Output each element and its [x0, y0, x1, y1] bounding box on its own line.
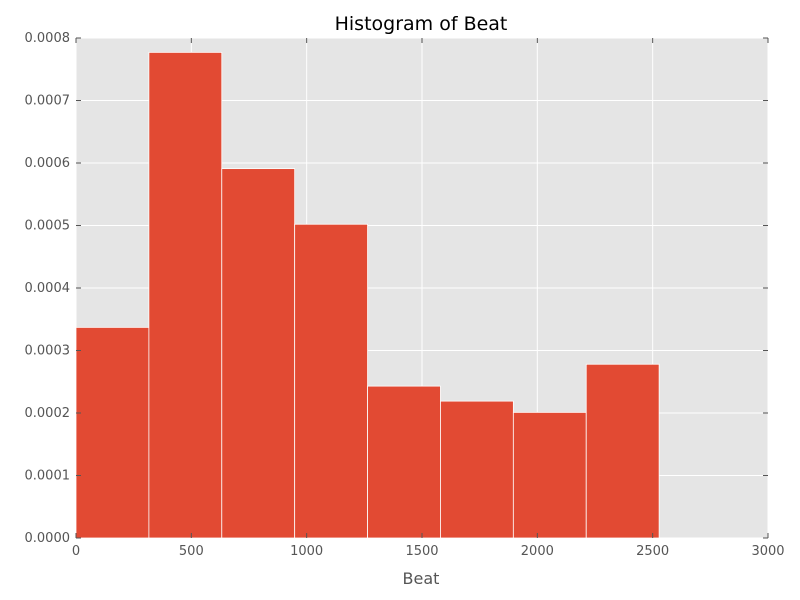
y-tick-label: 0.0003 [25, 344, 71, 359]
chart-title: Histogram of Beat [335, 13, 508, 35]
x-tick-label: 3000 [751, 544, 784, 559]
histogram-bar [148, 51, 223, 539]
x-tick-label: 1000 [290, 544, 323, 559]
x-tick-label: 0 [72, 544, 80, 559]
histogram-bar [221, 168, 296, 539]
y-tick-label: 0.0004 [25, 281, 71, 296]
y-tick-label: 0.0000 [25, 531, 71, 546]
x-tick-label: 1500 [405, 544, 438, 559]
y-tick-label: 0.0005 [25, 219, 71, 234]
x-tick-label: 2500 [636, 544, 669, 559]
y-tick-label: 0.0007 [25, 94, 71, 109]
axis-ticks [75, 37, 769, 539]
histogram-bar [75, 326, 150, 539]
histogram-bar [367, 385, 441, 539]
x-axis-title: Beat [403, 569, 440, 588]
y-tick-label: 0.0008 [25, 31, 71, 46]
x-tick-label: 500 [179, 544, 204, 559]
y-tick-label: 0.0001 [25, 469, 71, 484]
histogram-bar [585, 363, 660, 539]
tick-labels: 0 500 1000 1500 2000 2500 3000 0.0000 0.0001 0.00… [25, 31, 785, 559]
histogram-bar [512, 411, 587, 539]
y-tick-label: 0.0006 [25, 156, 71, 171]
bars [75, 51, 660, 539]
x-tick-label: 2000 [521, 544, 554, 559]
y-tick-label: 0.0002 [25, 406, 71, 421]
histogram-bar [440, 400, 514, 539]
histogram-bar [294, 223, 368, 539]
